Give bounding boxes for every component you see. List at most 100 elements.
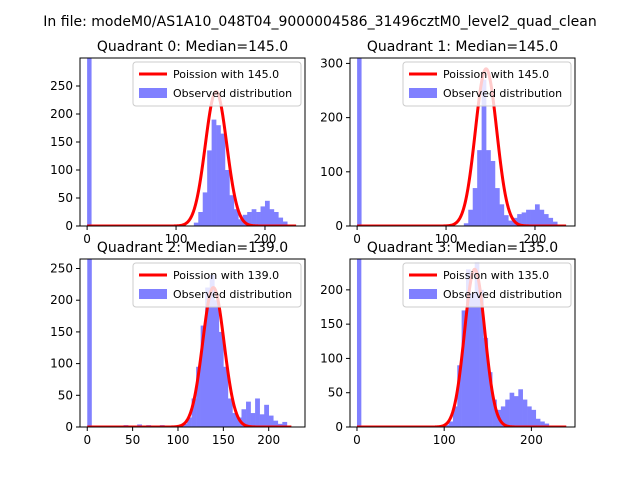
hist-bar (513, 396, 519, 427)
hist-bar (238, 219, 244, 226)
hist-bar (227, 398, 233, 427)
hist-bar (255, 398, 260, 427)
legend-observed-label: Observed distribution (443, 87, 562, 100)
hist-bar (193, 222, 199, 226)
hist-bar (444, 424, 449, 427)
y-tick-label: 0 (335, 219, 343, 233)
legend-observed-label: Observed distribution (443, 288, 562, 301)
x-tick-label: 150 (212, 433, 235, 447)
figure-suptitle: In file: modeM0/AS1A10_048T04_9000004586… (43, 14, 596, 30)
hist-bar (448, 421, 454, 427)
hist-bar-zero-bin (87, 259, 92, 427)
hist-bar (521, 212, 527, 226)
axes-frame (79, 258, 306, 428)
hist-bar (223, 366, 229, 427)
hist-bar (465, 269, 471, 427)
y-tick-label: 200 (50, 293, 73, 307)
x-tick-label: 50 (125, 433, 140, 447)
legend: Poission with 135.0 Observed distribution (402, 262, 572, 308)
hist-bar (530, 209, 536, 226)
legend-poisson-median: 145.0 (518, 68, 550, 81)
hist-bar (209, 274, 215, 427)
hist-bar (500, 406, 506, 427)
quadrant-0-panel: 0 100 200 0 50 100 150 200 250 Quadrant 0: Median… (50, 39, 306, 246)
hist-bar (543, 214, 549, 226)
x-tick-label: 200 (520, 433, 543, 447)
legend-observed-swatch (409, 289, 437, 299)
hist-bar (492, 399, 497, 427)
legend-box (132, 262, 302, 308)
x-tick-label: 100 (165, 232, 188, 246)
hist-bar (474, 262, 480, 427)
hist-bar (260, 206, 266, 226)
panels: 0 100 200 0 50 100 150 200 250 Quadrant 0: Median… (50, 39, 576, 447)
hist-bar-zero-bin (357, 58, 362, 226)
hist-bar (486, 150, 491, 226)
axes-frame (349, 57, 576, 227)
hist-bar (198, 212, 204, 226)
y-tick-label: 100 (320, 351, 343, 365)
y-tick-label: 0 (65, 420, 73, 434)
hist-bar (463, 223, 469, 226)
hist-bar (522, 399, 528, 427)
hist-bar (477, 150, 482, 226)
legend-observed-swatch (139, 289, 167, 299)
hist-bar (200, 325, 206, 427)
hist-bar (461, 310, 467, 427)
hist-bar (472, 188, 478, 226)
hist-bar (241, 409, 247, 427)
legend-observed-swatch (409, 88, 437, 98)
legend-box (402, 262, 572, 308)
x-tick-label: 200 (257, 433, 280, 447)
hist-bar (233, 209, 239, 226)
legend: Poission with 139.0 Observed distribution (132, 262, 302, 308)
hist-bar (490, 160, 496, 226)
hist-bar (503, 215, 509, 226)
legend-poisson-prefix: Poission with (173, 68, 248, 81)
y-tick-label: 50 (58, 191, 73, 205)
hist-bar (207, 150, 212, 226)
hist-bar (211, 119, 217, 226)
hist-bar (191, 398, 197, 427)
hist-bar (273, 212, 279, 226)
hist-bar (196, 366, 201, 427)
hist-bar (229, 195, 235, 226)
hist-bar (259, 414, 265, 427)
y-tick-label: 50 (58, 388, 73, 402)
legend-box (402, 61, 572, 107)
hist-bar (526, 209, 531, 226)
x-tick-label: 0 (353, 433, 361, 447)
hist-bar (220, 133, 226, 226)
hist-bar (548, 217, 554, 226)
hist-bar (481, 79, 487, 226)
legend-poisson-label: Poission with 139.0 (173, 269, 279, 282)
hist-bar (457, 365, 462, 427)
hist-bar (531, 409, 537, 427)
hist-bar (256, 212, 261, 226)
y-tick-label: 250 (50, 79, 73, 93)
hist-bar (242, 214, 248, 226)
quadrant-1-panel: 0 100 200 0 100 200 300 Quadrant 1: Median=145.… (320, 39, 576, 246)
x-tick-label: 0 (83, 232, 91, 246)
y-tick-label: 100 (50, 163, 73, 177)
hist-bar (232, 413, 238, 427)
axes-frame (349, 258, 576, 428)
quadrant-3-plot-area (355, 259, 568, 427)
y-tick-label: 300 (320, 56, 343, 70)
quadrant-title: Quadrant 3: Median=135.0 (367, 240, 558, 256)
hist-bar (282, 421, 288, 427)
hist-bar (251, 209, 257, 226)
legend-poisson-median: 139.0 (248, 269, 280, 282)
hist-bar-zero-bin (356, 259, 362, 427)
hist-bar (216, 125, 221, 226)
y-tick-label: 150 (50, 135, 73, 149)
hist-bar (494, 188, 500, 226)
legend-poisson-prefix: Poission with (443, 269, 518, 282)
hist-bar (182, 423, 188, 427)
y-tick-label: 200 (320, 283, 343, 297)
hist-bar (452, 406, 458, 427)
legend-box (132, 61, 302, 107)
hist-bar (479, 289, 484, 427)
y-tick-label: 0 (335, 420, 343, 434)
